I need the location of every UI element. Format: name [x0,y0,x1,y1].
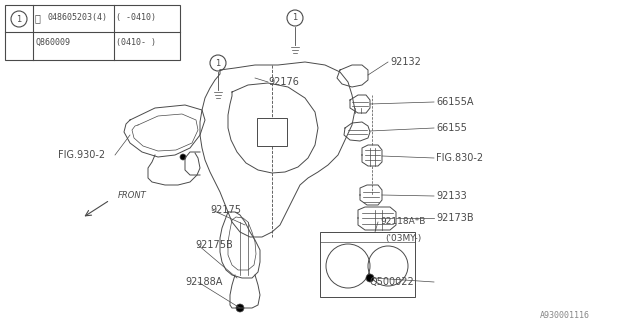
Text: (0410- ): (0410- ) [116,38,156,47]
Text: ('03MY-): ('03MY-) [385,234,421,243]
Text: A930001116: A930001116 [540,310,590,319]
Text: 048605203(4): 048605203(4) [48,13,108,22]
Text: 66155A: 66155A [436,97,474,107]
Text: FIG.930-2: FIG.930-2 [58,150,105,160]
Text: 92175: 92175 [210,205,241,215]
Text: 92175B: 92175B [195,240,233,250]
Text: 1: 1 [292,13,298,22]
Bar [257,118,287,146]
Text: 1: 1 [216,59,221,68]
Text: 1: 1 [17,14,22,23]
Text: 92188A: 92188A [185,277,222,287]
Bar [5,5,180,60]
Text: Q860009: Q860009 [35,38,70,47]
Text: FIG.830-2: FIG.830-2 [436,153,483,163]
Text: 66155: 66155 [436,123,467,133]
Circle shape [366,274,374,282]
Text: Q500022: Q500022 [370,277,415,287]
Text: 92118A*B: 92118A*B [380,218,426,227]
Text: 92133: 92133 [436,191,467,201]
Text: ( -0410): ( -0410) [116,13,156,22]
Text: Ⓢ: Ⓢ [35,13,41,23]
Bar [320,232,415,297]
Text: 92176: 92176 [268,77,299,87]
Circle shape [236,304,244,312]
Text: 92132: 92132 [390,57,421,67]
Text: FRONT: FRONT [118,190,147,199]
Text: 92173B: 92173B [436,213,474,223]
Circle shape [180,154,186,160]
